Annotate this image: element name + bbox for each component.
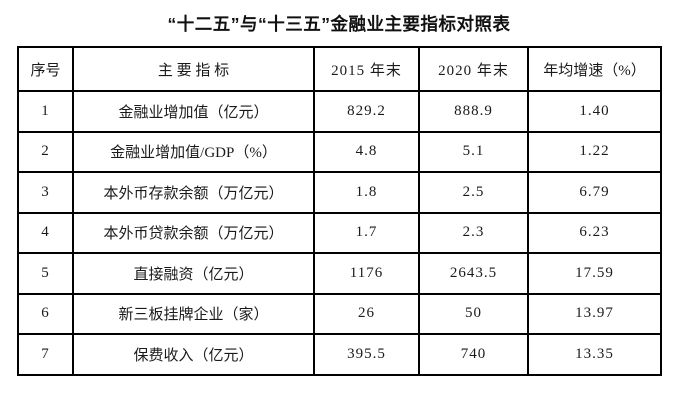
growth-cell: 6.79 [527, 171, 662, 214]
indicator-cell: 金融业增加值/GDP（%） [72, 130, 315, 173]
value-2020-cell: 2.3 [418, 211, 529, 254]
value-2020-cell: 2643.5 [418, 252, 529, 295]
serial-number-cell: 2 [17, 130, 74, 173]
table-row: 5 直接融资（亿元） 1176 2643.5 17.59 [17, 252, 662, 295]
header-end-2020: 2020 年末 [418, 46, 529, 92]
serial-number-cell: 3 [17, 171, 74, 214]
serial-number-cell: 7 [17, 333, 74, 376]
value-2015-cell: 1176 [313, 252, 420, 295]
table-header-row: 序号 主 要 指 标 2015 年末 2020 年末 年均增速（%） [17, 46, 662, 92]
growth-cell: 13.97 [527, 292, 662, 335]
growth-cell: 1.22 [527, 130, 662, 173]
table-row: 1 金融业增加值（亿元） 829.2 888.9 1.40 [17, 90, 662, 133]
value-2020-cell: 5.1 [418, 130, 529, 173]
indicator-cell: 本外币贷款余额（万亿元） [72, 211, 315, 254]
growth-cell: 13.35 [527, 333, 662, 376]
value-2020-cell: 888.9 [418, 90, 529, 133]
indicator-cell: 金融业增加值（亿元） [72, 90, 315, 133]
indicators-table: 序号 主 要 指 标 2015 年末 2020 年末 年均增速（%） 1 金融业… [17, 46, 662, 376]
value-2015-cell: 26 [313, 292, 420, 335]
growth-cell: 1.40 [527, 90, 662, 133]
header-end-2015: 2015 年末 [313, 46, 420, 92]
serial-number-cell: 5 [17, 252, 74, 295]
header-avg-annual-growth: 年均增速（%） [527, 46, 662, 92]
header-serial-number: 序号 [17, 46, 74, 92]
serial-number-cell: 6 [17, 292, 74, 335]
indicator-cell: 保费收入（亿元） [72, 333, 315, 376]
header-main-indicator: 主 要 指 标 [72, 46, 315, 92]
table-row: 2 金融业增加值/GDP（%） 4.8 5.1 1.22 [17, 130, 662, 173]
table-row: 3 本外币存款余额（万亿元） 1.8 2.5 6.79 [17, 171, 662, 214]
growth-cell: 17.59 [527, 252, 662, 295]
value-2020-cell: 50 [418, 292, 529, 335]
table-row: 6 新三板挂牌企业（家） 26 50 13.97 [17, 292, 662, 335]
indicator-cell: 直接融资（亿元） [72, 252, 315, 295]
serial-number-cell: 4 [17, 211, 74, 254]
indicator-cell: 新三板挂牌企业（家） [72, 292, 315, 335]
indicator-cell: 本外币存款余额（万亿元） [72, 171, 315, 214]
value-2015-cell: 395.5 [313, 333, 420, 376]
value-2015-cell: 4.8 [313, 130, 420, 173]
serial-number-cell: 1 [17, 90, 74, 133]
page-title: “十二五”与“十三五”金融业主要指标对照表 [167, 14, 511, 34]
value-2020-cell: 2.5 [418, 171, 529, 214]
table-row: 4 本外币贷款余额（万亿元） 1.7 2.3 6.23 [17, 211, 662, 254]
value-2015-cell: 1.7 [313, 211, 420, 254]
growth-cell: 6.23 [527, 211, 662, 254]
table-row: 7 保费收入（亿元） 395.5 740 13.35 [17, 333, 662, 376]
value-2015-cell: 829.2 [313, 90, 420, 133]
value-2015-cell: 1.8 [313, 171, 420, 214]
value-2020-cell: 740 [418, 333, 529, 376]
